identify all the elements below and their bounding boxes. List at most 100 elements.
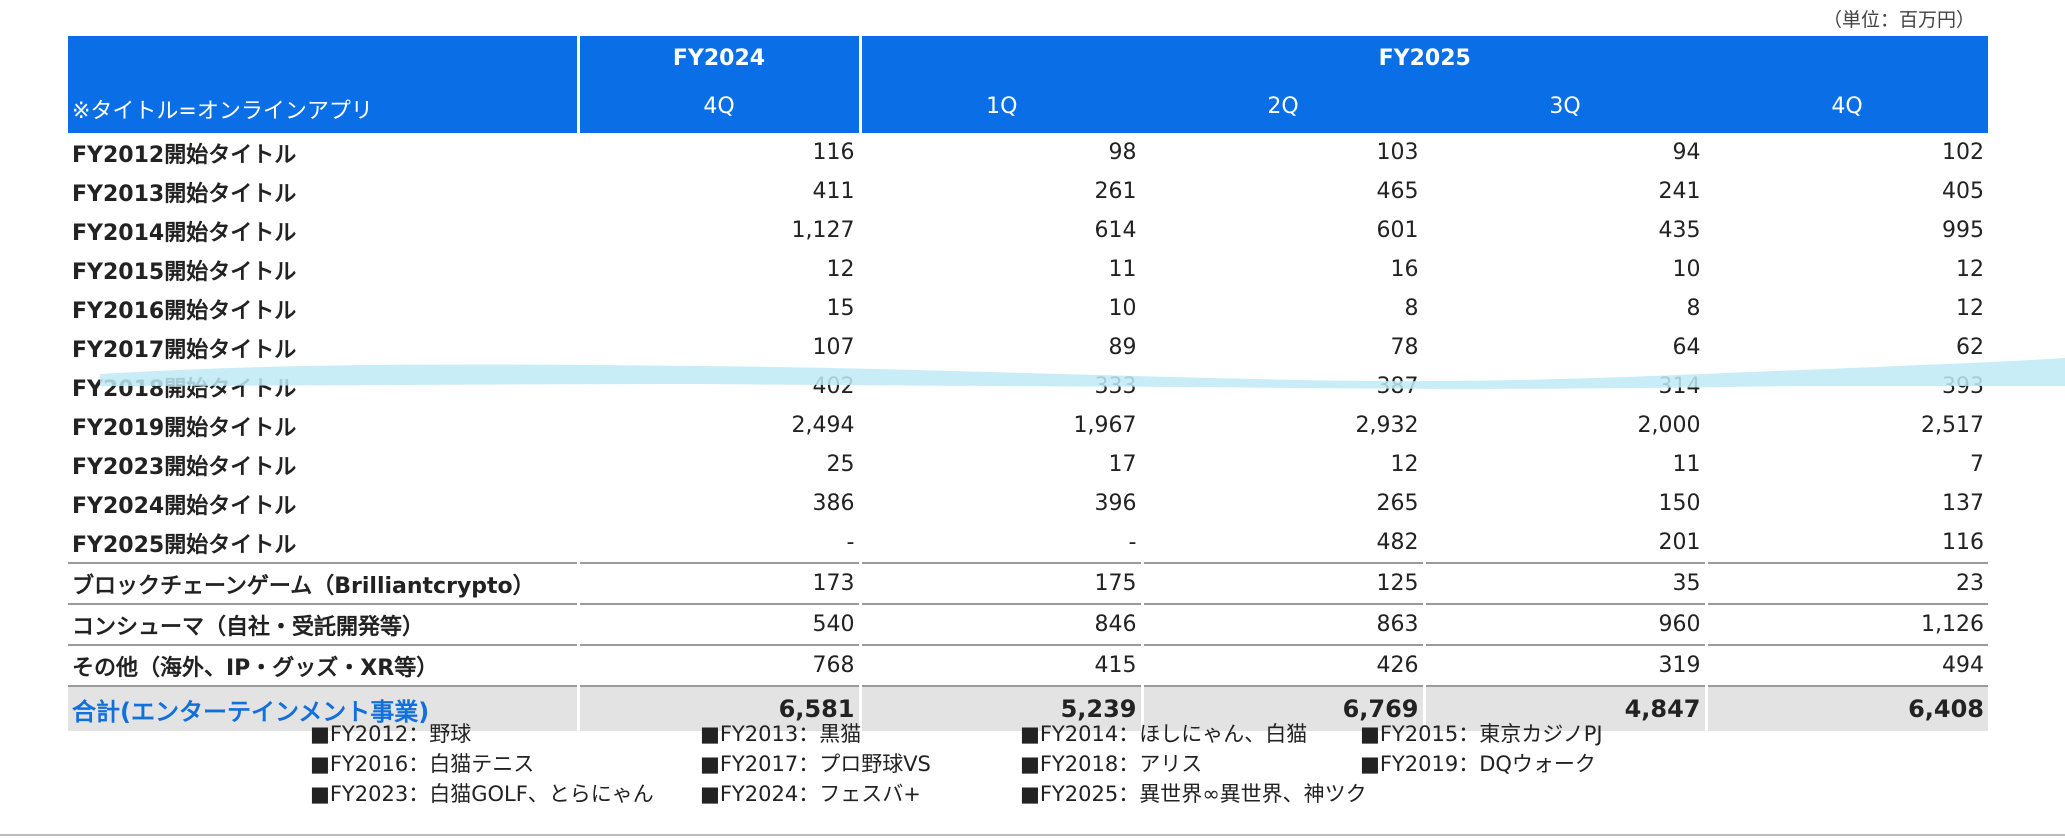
legend-row: ■FY2012：野球 ■FY2013：黒猫 ■FY2014：ほしにゃん、白猫 ■FY2… <box>310 718 1603 748</box>
legend-item: ■FY2018：アリス <box>1020 752 1203 776</box>
value-cell: 614 <box>860 211 1144 250</box>
table-row: FY2025開始タイトル - -482 201 116 <box>68 523 1988 563</box>
value-cell: 2,932 <box>1142 406 1426 445</box>
value-cell: - <box>578 523 862 563</box>
table-row: FY2012開始タイトル 116 98 103 94 102 <box>68 133 1988 172</box>
row-label: FY2014開始タイトル <box>68 211 580 250</box>
fy2025-header: FY2025 <box>860 36 1989 80</box>
table-row: コンシューマ（自社・受託開発等） 540 846 863 960 1,126 <box>68 603 1989 645</box>
quarter-header: 4Q <box>1706 80 1989 133</box>
bottom-divider <box>0 834 2065 836</box>
legend-item: ■FY2019：DQウォーク <box>1360 752 1596 776</box>
row-label: その他（海外、IP・グッズ・XR等） <box>68 644 580 686</box>
quarter-header: 3Q <box>1424 80 1706 133</box>
row-label: FY2015開始タイトル <box>68 250 580 289</box>
value-cell: 10 <box>860 289 1144 328</box>
table-row: FY2014開始タイトル 1,127 614 601 435 995 <box>68 211 1988 250</box>
legend-item: ■FY2015：東京カジノPJ <box>1360 722 1603 746</box>
total-value-cell: 6,581 <box>578 685 862 731</box>
value-cell: 393 <box>1942 374 1985 399</box>
row-label: FY2025開始タイトル <box>68 523 580 563</box>
value-cell: 261 <box>860 172 1144 211</box>
value-cell: 150 <box>1424 484 1708 523</box>
value-cell: 15 <box>578 289 862 328</box>
legend-item: ■FY2017：プロ野球VS <box>700 752 931 776</box>
value-cell: 319 <box>1424 644 1708 686</box>
total-value-cell: 6,408 <box>1706 685 1989 731</box>
value-cell: 107 <box>578 328 862 367</box>
row-label: コンシューマ（自社・受託開発等） <box>68 603 580 645</box>
total-label: 合計(エンターテインメント事業) <box>68 685 580 731</box>
value-cell: 201 <box>1424 523 1708 563</box>
value-cell: 540 <box>578 603 862 645</box>
table-row: FY2023開始タイトル 25 17 12 11 7 <box>68 445 1988 484</box>
value-cell: 2,000 <box>1424 406 1708 445</box>
value-cell: 333 <box>860 367 1144 406</box>
legend-item: ■FY2024：フェスバ+ <box>700 782 921 806</box>
value-cell: 8 <box>1142 289 1426 328</box>
quarter-header: 4Q <box>578 80 862 133</box>
legend-item: ■FY2013：黒猫 <box>700 722 862 746</box>
row-label: FY2024開始タイトル <box>68 484 580 523</box>
value-cell: 1,967 <box>860 406 1144 445</box>
value-cell: 12 <box>1956 296 1985 321</box>
table-row: FY2017開始タイトル 107 89 78 64 62 <box>68 328 1988 367</box>
table-body: FY2012開始タイトル 116 98 103 94 102 FY2013開始タイトル 411… <box>68 133 1989 731</box>
value-cell: 387 <box>1142 367 1426 406</box>
value-cell: 62 <box>1956 335 1985 360</box>
legend-item: ■FY2012：野球 <box>310 722 472 746</box>
value-cell: 11 <box>1424 445 1708 484</box>
fiscal-year-header-row: FY2024 FY2025 <box>68 36 1989 80</box>
value-cell: 10 <box>1424 250 1708 289</box>
revenue-table: FY2024 FY2025 ※タイトル=オンラインアプリ 4Q 1Q 2Q 3Q… <box>68 36 1989 731</box>
row-label: FY2023開始タイトル <box>68 445 580 484</box>
value-cell: 482 <box>1142 523 1426 563</box>
row-label: FY2017開始タイトル <box>68 328 580 367</box>
row-label: FY2018開始タイトル <box>68 367 580 406</box>
row-label: FY2019開始タイトル <box>68 406 580 445</box>
value-cell: 64 <box>1424 328 1708 367</box>
value-cell: 175 <box>860 562 1144 604</box>
value-cell: 960 <box>1424 603 1708 645</box>
value-cell: 863 <box>1142 603 1426 645</box>
value-cell: 89 <box>860 328 1144 367</box>
value-cell: 16 <box>1142 250 1426 289</box>
table-row: FY2016開始タイトル 15 10 8 8 12 <box>68 289 1988 328</box>
value-cell: 411 <box>578 172 862 211</box>
value-cell: 402 <box>578 367 862 406</box>
value-cell: 125 <box>1142 562 1426 604</box>
value-cell: 241 <box>1424 172 1708 211</box>
total-value-cell: 4,847 <box>1424 685 1708 731</box>
value-cell: 12 <box>1142 445 1426 484</box>
value-cell: 12 <box>578 250 862 289</box>
title-note-header: ※タイトル=オンラインアプリ <box>68 80 580 133</box>
total-row: 合計(エンターテインメント事業) 6,581 5,239 6,769 4,847 6,40… <box>68 685 1989 731</box>
value-cell: 137 <box>1942 491 1985 516</box>
header-blank-cell <box>68 36 580 80</box>
table-row: FY2018開始タイトル 402 333 387 314 393 <box>68 367 1988 406</box>
value-cell: 12 <box>1956 257 1985 282</box>
row-label: FY2013開始タイトル <box>68 172 580 211</box>
row-label: FY2016開始タイトル <box>68 289 580 328</box>
value-cell: 314 <box>1424 367 1708 406</box>
legend-item: ■FY2016：白猫テニス <box>310 752 535 776</box>
value-cell: 396 <box>860 484 1144 523</box>
value-cell: 494 <box>1706 644 1989 686</box>
table-row: FY2015開始タイトル 12 11 16 10 12 <box>68 250 1988 289</box>
legend-item: ■FY2014：ほしにゃん、白猫 <box>1020 722 1308 746</box>
legend-row: ■FY2016：白猫テニス ■FY2017：プロ野球VS ■FY2018：アリス ■F… <box>310 748 1603 778</box>
quarter-header-row: ※タイトル=オンラインアプリ 4Q 1Q 2Q 3Q 4Q <box>68 80 1989 133</box>
value-cell: 465 <box>1142 172 1426 211</box>
legend-item: ■FY2023：白猫GOLF、とらにゃん <box>310 782 654 806</box>
value-cell: 23 <box>1706 562 1989 604</box>
total-value-cell: 6,769 <box>1142 685 1426 731</box>
value-cell: 8 <box>1424 289 1708 328</box>
value-cell: 102 <box>1942 140 1985 165</box>
legend-item: ■FY2025：異世界∞異世界、神ツク <box>1020 782 1367 806</box>
table-row: ブロックチェーンゲーム（Brilliantcrypto） 173 175 125 35 2… <box>68 562 1989 604</box>
value-cell: 35 <box>1424 562 1708 604</box>
fy2024-header: FY2024 <box>578 36 862 80</box>
total-value-cell: 5,239 <box>860 685 1144 731</box>
value-cell: 116 <box>578 133 862 172</box>
value-cell: - <box>860 523 1144 563</box>
